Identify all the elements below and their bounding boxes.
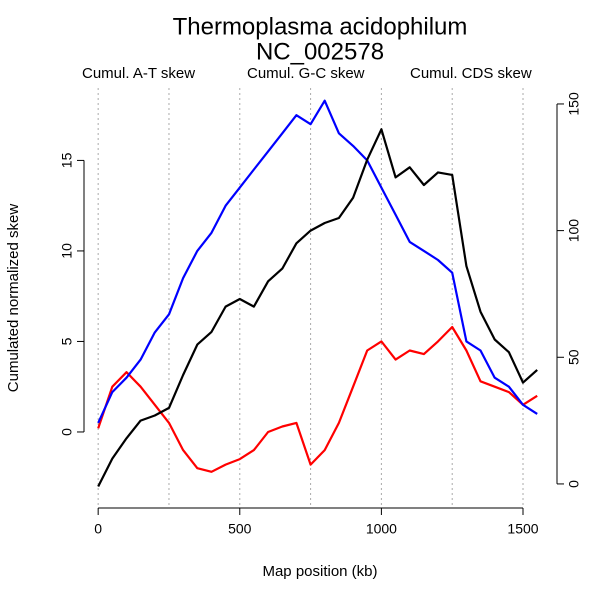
x-tick-label: 500 [228, 521, 252, 537]
y-axis-label: Cumulated normalized skew [5, 204, 22, 393]
y2-tick-label: 0 [566, 480, 582, 488]
legend-entry: Cumul. G-C skew [247, 65, 365, 82]
chart-subtitle: NC_002578 [256, 38, 384, 65]
x-tick-label: 1000 [366, 521, 397, 537]
x-tick-label: 1500 [507, 521, 538, 537]
y-tick-label: 5 [59, 337, 75, 345]
y2-tick-label: 100 [566, 219, 582, 243]
y2-tick-label: 50 [566, 349, 582, 365]
x-tick-label: 0 [94, 521, 102, 537]
legend-entry: Cumul. CDS skew [410, 65, 532, 82]
y2-tick-label: 150 [566, 92, 582, 116]
series-line [97, 325, 538, 473]
legend-entry: Cumul. A-T skew [82, 65, 195, 82]
series-line [97, 128, 538, 487]
chart-title: Thermoplasma acidophilum [173, 13, 468, 40]
series-line [97, 99, 538, 424]
y-tick-label: 15 [59, 152, 75, 168]
y-tick-label: 10 [59, 243, 75, 259]
x-axis-label: Map position (kb) [262, 563, 377, 580]
y-tick-label: 0 [59, 428, 75, 436]
